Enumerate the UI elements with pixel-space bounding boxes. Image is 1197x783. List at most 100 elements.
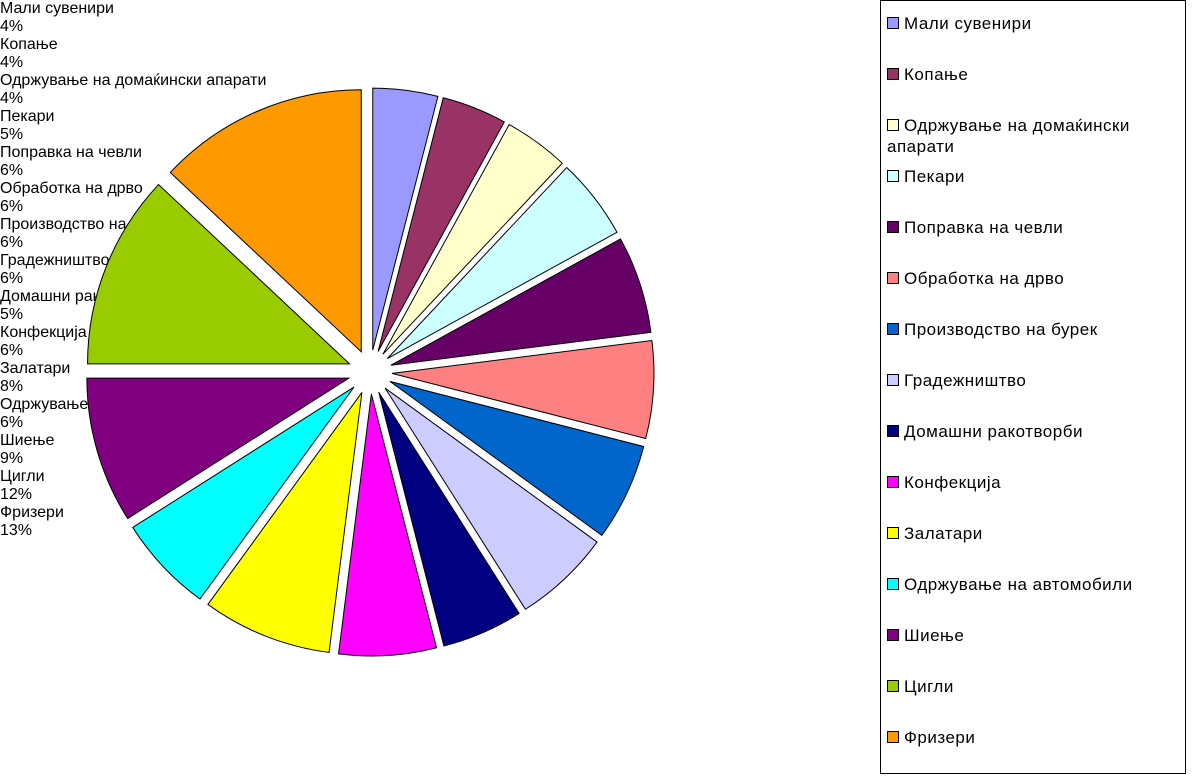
legend-item: Конфекција bbox=[887, 472, 1183, 493]
legend-text: Пекари bbox=[904, 167, 965, 186]
legend-item: Одржување на домаќински апарати bbox=[887, 115, 1183, 157]
legend-item: Шиење bbox=[887, 625, 1183, 646]
pie-slice bbox=[337, 393, 438, 657]
slice-name: Одржување на домаќински апарати bbox=[0, 72, 267, 89]
legend-text: Градежништво bbox=[904, 371, 1027, 390]
slice-value: 6% bbox=[0, 198, 24, 215]
pie-slice bbox=[389, 380, 645, 537]
legend-text: Копање bbox=[904, 65, 969, 84]
legend-text: Мали сувенири bbox=[904, 14, 1032, 33]
legend-item: Пекари bbox=[887, 166, 1183, 187]
pie-slice bbox=[169, 89, 362, 353]
legend-swatch bbox=[887, 629, 899, 641]
slice-value: 13% bbox=[0, 522, 33, 539]
slice-value: 8% bbox=[0, 378, 24, 395]
pie-slice bbox=[387, 166, 618, 359]
slice-label: Фризери 13% bbox=[0, 504, 1197, 540]
legend-swatch bbox=[887, 680, 899, 692]
slice-value: 5% bbox=[0, 306, 24, 323]
slice-label: Копање 4% bbox=[0, 36, 1197, 72]
slice-value: 4% bbox=[0, 90, 24, 107]
slice-name: Градежништво bbox=[0, 252, 110, 269]
pie-slice bbox=[382, 123, 563, 355]
slice-label: Мали сувенири 4% bbox=[0, 0, 1197, 36]
legend-swatch bbox=[887, 221, 899, 233]
legend-text: Производство на бурек bbox=[904, 320, 1098, 339]
slice-name: Обработка на дрво bbox=[0, 180, 143, 197]
pie-slice bbox=[378, 391, 520, 647]
legend-swatch bbox=[887, 119, 899, 131]
legend-item: Цигли bbox=[887, 676, 1183, 697]
legend-swatch bbox=[887, 374, 899, 386]
slice-name: Залатари bbox=[0, 360, 71, 377]
slice-value: 6% bbox=[0, 342, 24, 359]
slice-name: Мали сувенири bbox=[0, 0, 114, 17]
slice-label: Пекари 5% bbox=[0, 108, 1197, 144]
legend-text: Домашни ракотворби bbox=[904, 422, 1083, 441]
slice-value: 6% bbox=[0, 234, 24, 251]
legend: Мали сувенири Копање Одржување на домаќинс… bbox=[880, 0, 1186, 774]
legend-text: Шиење bbox=[904, 626, 965, 645]
legend-swatch bbox=[887, 527, 899, 539]
legend-text: Одржување на автомобили bbox=[904, 575, 1133, 594]
pie-slice bbox=[377, 97, 505, 352]
slice-name: Шиење bbox=[0, 432, 55, 449]
legend-swatch bbox=[887, 731, 899, 743]
legend-swatch bbox=[887, 17, 899, 29]
legend-swatch bbox=[887, 476, 899, 488]
pie-slice bbox=[372, 87, 439, 351]
pie-slice bbox=[384, 387, 598, 610]
legend-item: Градежништво bbox=[887, 370, 1183, 391]
legend-item: Обработка на дрво bbox=[887, 268, 1183, 289]
slice-value: 4% bbox=[0, 18, 24, 35]
slice-name: Фризери bbox=[0, 504, 64, 521]
pie-slice bbox=[87, 183, 351, 365]
legend-text: Фризери bbox=[904, 728, 976, 747]
legend-text: Обработка на дрво bbox=[904, 269, 1065, 288]
slice-value: 4% bbox=[0, 54, 24, 71]
legend-item: Производство на бурек bbox=[887, 319, 1183, 340]
slice-name: Копање bbox=[0, 36, 58, 53]
legend-item: Поправка на чевли bbox=[887, 217, 1183, 238]
legend-item: Одржување на автомобили bbox=[887, 574, 1183, 595]
slice-name: Конфекција bbox=[0, 324, 87, 341]
slice-label: Конфекција 6% bbox=[0, 324, 1197, 360]
pie-slice bbox=[390, 238, 652, 366]
slice-label: Шиење 9% bbox=[0, 432, 1197, 468]
legend-swatch bbox=[887, 170, 899, 182]
legend-item: Мали сувенири bbox=[887, 13, 1183, 34]
slice-name: Пекари bbox=[0, 108, 55, 125]
pie-slice bbox=[86, 377, 351, 520]
slice-value: 5% bbox=[0, 126, 24, 143]
legend-swatch bbox=[887, 425, 899, 437]
slice-name: Поправка на чевли bbox=[0, 144, 142, 161]
legend-item: Залатари bbox=[887, 523, 1183, 544]
legend-text: Одржување на домаќински апарати bbox=[887, 116, 1130, 156]
legend-text: Залатари bbox=[904, 524, 983, 543]
slice-name: Цигли bbox=[0, 468, 45, 485]
legend-item: Фризери bbox=[887, 727, 1183, 748]
slice-label: Одржување на домаќински апарати 4% bbox=[0, 72, 1197, 108]
legend-item: Копање bbox=[887, 64, 1183, 85]
slice-label: Цигли 12% bbox=[0, 468, 1197, 504]
legend-text: Цигли bbox=[904, 677, 954, 696]
slice-label: Залатари 8% bbox=[0, 360, 1197, 396]
slice-label: Градежништво 6% bbox=[0, 252, 1197, 288]
legend-text: Поправка на чевли bbox=[904, 218, 1064, 237]
pie-slice bbox=[207, 392, 363, 653]
slice-value: 6% bbox=[0, 414, 24, 431]
slice-value: 6% bbox=[0, 270, 24, 287]
slice-value: 6% bbox=[0, 162, 24, 179]
slice-value: 12% bbox=[0, 486, 33, 503]
slice-label: Поправка на чевли 6% bbox=[0, 144, 1197, 180]
legend-swatch bbox=[887, 68, 899, 80]
legend-swatch bbox=[887, 323, 899, 335]
legend-swatch bbox=[887, 272, 899, 284]
slice-value: 9% bbox=[0, 450, 24, 467]
legend-item: Домашни ракотворби bbox=[887, 421, 1183, 442]
legend-text: Конфекција bbox=[904, 473, 1002, 492]
pie-slice bbox=[132, 386, 355, 600]
slice-label: Обработка на дрво 6% bbox=[0, 180, 1197, 216]
pie-area bbox=[86, 87, 655, 657]
